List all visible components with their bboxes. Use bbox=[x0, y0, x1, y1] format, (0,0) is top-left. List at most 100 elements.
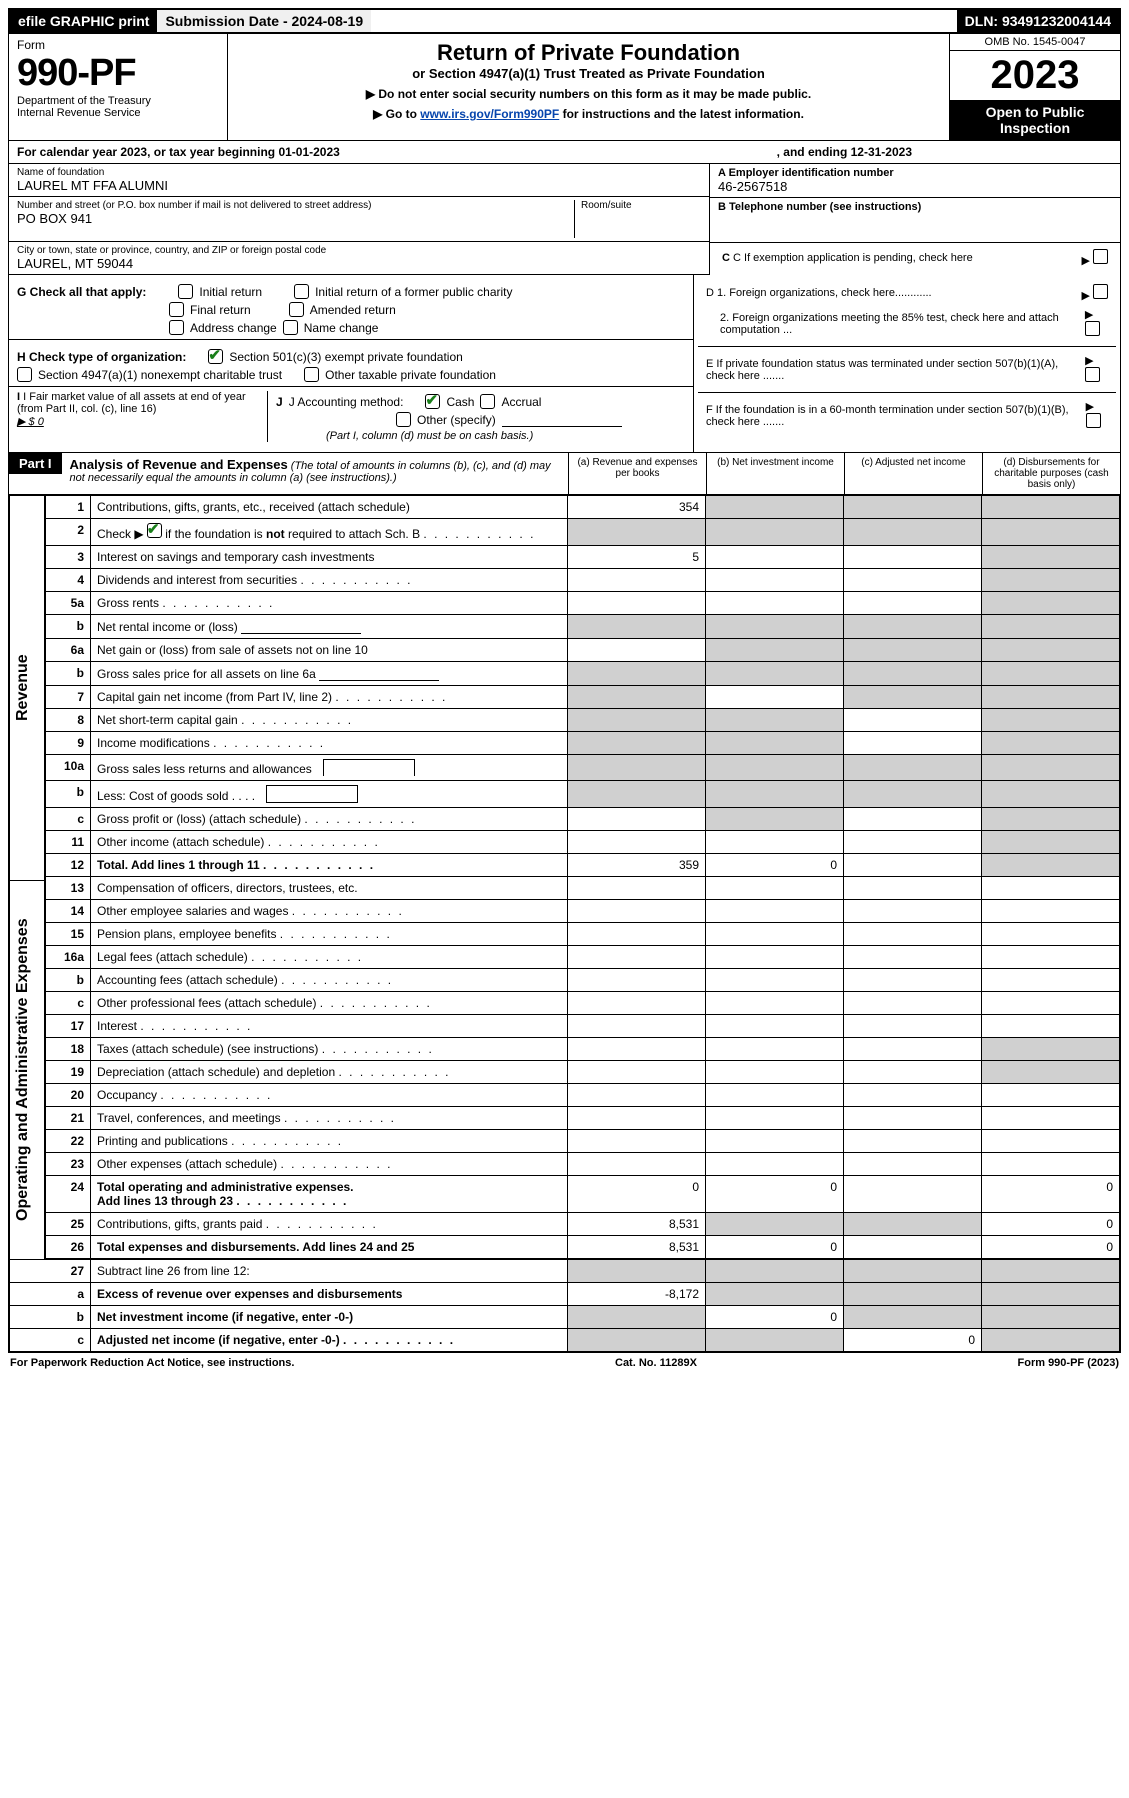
checkbox-d2[interactable] bbox=[1085, 321, 1100, 336]
ein-box: A Employer identification number 46-2567… bbox=[710, 164, 1120, 198]
h-row: H Check type of organization: Section 50… bbox=[17, 349, 685, 364]
topbar: efile GRAPHIC print Submission Date - 20… bbox=[8, 8, 1121, 34]
checkbox-501c3[interactable] bbox=[208, 349, 223, 364]
form-number: 990-PF bbox=[17, 52, 219, 95]
h-label: H Check type of organization: bbox=[17, 350, 186, 364]
checks-left: G Check all that apply: Initial return I… bbox=[9, 275, 694, 452]
side-labels: Revenue Operating and Administrative Exp… bbox=[9, 495, 45, 1259]
address-box: Number and street (or P.O. box number if… bbox=[9, 197, 709, 242]
line-2: 2Check ▶ if the foundation is not requir… bbox=[46, 519, 1120, 546]
line-3: 3Interest on savings and temporary cash … bbox=[46, 546, 1120, 569]
lines-table: 1Contributions, gifts, grants, etc., rec… bbox=[45, 495, 1120, 1259]
item-e: E If private foundation status was termi… bbox=[702, 351, 1112, 388]
d1-label: D 1. Foreign organizations, check here..… bbox=[706, 287, 932, 299]
line-14: 14Other employee salaries and wages bbox=[46, 900, 1120, 923]
checkbox-accrual[interactable] bbox=[480, 394, 495, 409]
col-b-head: (b) Net investment income bbox=[706, 453, 844, 494]
checkbox-4947[interactable] bbox=[17, 367, 32, 382]
line-13: 13Compensation of officers, directors, t… bbox=[46, 877, 1120, 900]
checkbox-amended[interactable] bbox=[289, 302, 304, 317]
other-specify-field[interactable] bbox=[502, 412, 622, 427]
checkbox-final-return[interactable] bbox=[169, 302, 184, 317]
d2-label: 2. Foreign organizations meeting the 85%… bbox=[706, 312, 1081, 336]
part1-title: Analysis of Revenue and Expenses bbox=[70, 457, 288, 472]
line-12: 12Total. Add lines 1 through 11 3590 bbox=[46, 854, 1120, 877]
part1-desc: Analysis of Revenue and Expenses (The to… bbox=[62, 453, 568, 488]
city-state-zip: LAUREL, MT 59044 bbox=[17, 256, 701, 271]
year-column: OMB No. 1545-0047 2023 Open to Public In… bbox=[949, 34, 1120, 140]
g-final: Final return bbox=[190, 303, 251, 317]
h-501c3: Section 501(c)(3) exempt private foundat… bbox=[229, 350, 462, 364]
efile-label: efile GRAPHIC print bbox=[10, 10, 157, 32]
ein-value: 46-2567518 bbox=[718, 179, 1112, 194]
checkbox-schb[interactable] bbox=[147, 523, 162, 538]
checkbox-other-taxable[interactable] bbox=[304, 367, 319, 382]
line-21: 21Travel, conferences, and meetings bbox=[46, 1107, 1120, 1130]
lines-container: Revenue Operating and Administrative Exp… bbox=[9, 495, 1120, 1259]
e-label: E If private foundation status was termi… bbox=[706, 358, 1081, 382]
checkbox-initial-former[interactable] bbox=[294, 284, 309, 299]
info-right: A Employer identification number 46-2567… bbox=[710, 164, 1120, 275]
g-label: G Check all that apply: bbox=[17, 285, 146, 299]
checkbox-f[interactable] bbox=[1086, 413, 1101, 428]
line-19: 19Depreciation (attach schedule) and dep… bbox=[46, 1061, 1120, 1084]
lines-27: 27Subtract line 26 from line 12: aExcess… bbox=[9, 1259, 1120, 1352]
instruction-2: ▶ Go to www.irs.gov/Form990PF for instru… bbox=[236, 107, 941, 121]
i-label: I Fair market value of all assets at end… bbox=[17, 391, 246, 415]
j-accrual: Accrual bbox=[501, 395, 541, 409]
h-4947: Section 4947(a)(1) nonexempt charitable … bbox=[38, 368, 282, 382]
footer-left: For Paperwork Reduction Act Notice, see … bbox=[10, 1357, 294, 1369]
checkbox-other-method[interactable] bbox=[396, 412, 411, 427]
col-c-head: (c) Adjusted net income bbox=[844, 453, 982, 494]
line-24: 24Total operating and administrative exp… bbox=[46, 1176, 1120, 1213]
line-20: 20Occupancy bbox=[46, 1084, 1120, 1107]
j-note: (Part I, column (d) must be on cash basi… bbox=[276, 430, 685, 442]
g-initial-former: Initial return of a former public charit… bbox=[315, 285, 512, 299]
line-16c: cOther professional fees (attach schedul… bbox=[46, 992, 1120, 1015]
dept-treasury: Department of the Treasury bbox=[17, 95, 219, 107]
info-left: Name of foundation LAUREL MT FFA ALUMNI … bbox=[9, 164, 710, 275]
checkbox-address-change[interactable] bbox=[169, 320, 184, 335]
line-22: 22Printing and publications bbox=[46, 1130, 1120, 1153]
line-23: 23Other expenses (attach schedule) bbox=[46, 1153, 1120, 1176]
main-section: For calendar year 2023, or tax year begi… bbox=[8, 141, 1121, 1353]
street-address: PO BOX 941 bbox=[17, 211, 574, 226]
item-f: F If the foundation is in a 60-month ter… bbox=[702, 397, 1112, 434]
form-column: Form 990-PF Department of the Treasury I… bbox=[9, 34, 228, 140]
dln-label: DLN: 93491232004144 bbox=[957, 10, 1119, 32]
line-16a: 16aLegal fees (attach schedule) bbox=[46, 946, 1120, 969]
line-27: 27Subtract line 26 from line 12: bbox=[10, 1260, 1120, 1283]
checks-section: G Check all that apply: Initial return I… bbox=[9, 275, 1120, 453]
footer: For Paperwork Reduction Act Notice, see … bbox=[8, 1353, 1121, 1373]
checks-right: D 1. Foreign organizations, check here..… bbox=[694, 275, 1120, 452]
tax-year: 2023 bbox=[950, 51, 1120, 100]
checkbox-e[interactable] bbox=[1085, 367, 1100, 382]
line-11: 11Other income (attach schedule) bbox=[46, 831, 1120, 854]
cal-end: , and ending 12-31-2023 bbox=[777, 145, 912, 159]
j-other: Other (specify) bbox=[417, 413, 496, 427]
name-label: Name of foundation bbox=[17, 167, 701, 178]
line-5b: bNet rental income or (loss) bbox=[46, 615, 1120, 639]
line-7: 7Capital gain net income (from Part IV, … bbox=[46, 686, 1120, 709]
checkbox-initial-return[interactable] bbox=[178, 284, 193, 299]
line-10a: 10aGross sales less returns and allowanc… bbox=[46, 755, 1120, 781]
open-inspection: Open to Public Inspection bbox=[950, 100, 1120, 140]
h-other: Other taxable private foundation bbox=[325, 368, 496, 382]
checkbox-c[interactable] bbox=[1093, 249, 1108, 264]
checkbox-name-change[interactable] bbox=[283, 320, 298, 335]
page-title: Return of Private Foundation bbox=[236, 40, 941, 66]
form-header: Form 990-PF Department of the Treasury I… bbox=[8, 34, 1121, 141]
footer-mid: Cat. No. 11289X bbox=[615, 1357, 697, 1369]
i-value: ▶ $ 0 bbox=[17, 416, 44, 428]
g-row3: Address change Name change bbox=[17, 320, 685, 335]
g-name: Name change bbox=[304, 321, 379, 335]
checkbox-d1[interactable] bbox=[1093, 284, 1108, 299]
line-6b: bGross sales price for all assets on lin… bbox=[46, 662, 1120, 686]
part1-header-row: Part I Analysis of Revenue and Expenses … bbox=[9, 453, 1120, 495]
side-revenue: Revenue bbox=[9, 495, 45, 880]
line-15: 15Pension plans, employee benefits bbox=[46, 923, 1120, 946]
irs-link[interactable]: www.irs.gov/Form990PF bbox=[420, 107, 559, 121]
h-row2: Section 4947(a)(1) nonexempt charitable … bbox=[17, 367, 685, 382]
line-10c: cGross profit or (loss) (attach schedule… bbox=[46, 808, 1120, 831]
checkbox-cash[interactable] bbox=[425, 394, 440, 409]
